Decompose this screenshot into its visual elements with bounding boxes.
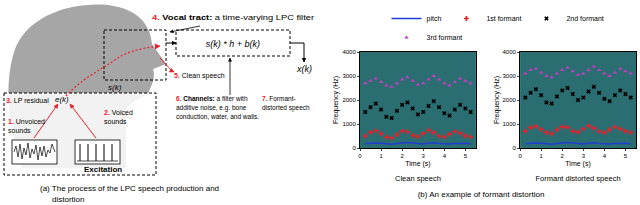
svg-text:conduction, water, and walls.: conduction, water, and walls. [176,113,259,120]
svg-text:5. Clean speech: 5. Clean speech [174,72,225,80]
svg-text:3: 3 [582,153,586,159]
svg-text:3. LP residual: 3. LP residual [6,97,49,104]
svg-text:1: 1 [379,153,383,159]
svg-text:5: 5 [624,153,628,159]
svg-text:0: 0 [518,153,522,159]
svg-text:Formant distorted speech: Formant distorted speech [536,174,621,183]
svg-text:3: 3 [422,153,426,159]
svg-text:5: 5 [464,153,468,159]
svg-text:3rd formant: 3rd formant [427,34,463,41]
svg-text:2000: 2000 [342,97,356,103]
svg-text:Time (s): Time (s) [405,160,430,168]
svg-text:0: 0 [513,145,517,151]
svg-text:1st formant: 1st formant [486,15,521,22]
svg-text:Time (s): Time (s) [565,160,590,168]
svg-text:Clean speech: Clean speech [395,174,441,183]
svg-text:7. Formant-: 7. Formant- [262,95,296,102]
svg-text:(b) An example of formant dist: (b) An example of formant distortion [418,190,545,199]
svg-text:2: 2 [400,153,404,159]
svg-text:3000: 3000 [503,73,517,79]
svg-text:2nd formant: 2nd formant [566,15,603,22]
svg-text:sounds: sounds [104,118,127,125]
svg-text:2000: 2000 [503,97,517,103]
svg-text:4000: 4000 [342,49,356,55]
svg-text:sounds: sounds [8,127,31,134]
svg-text:x(k): x(k) [296,64,312,74]
svg-text:1. Unvoiced: 1. Unvoiced [8,118,45,125]
svg-text:4000: 4000 [503,49,517,55]
svg-text:0: 0 [352,145,356,151]
svg-text:s(k): s(k) [108,83,122,92]
svg-text:distorted speech: distorted speech [262,104,310,112]
svg-text:additive noise, e.g. bone: additive noise, e.g. bone [176,104,247,112]
svg-text:(a) The process of the LPC spe: (a) The process of the LPC speech produc… [40,184,219,193]
svg-text:Frequency (Hz): Frequency (Hz) [493,76,501,124]
svg-text:4: 4 [603,153,607,159]
svg-text:6. Channels: a filter with: 6. Channels: a filter with [176,95,248,102]
svg-text:4. Vocal tract: a time-varying: 4. Vocal tract: a time-varying LPC filte… [152,13,315,22]
svg-text:4: 4 [443,153,447,159]
svg-text:3000: 3000 [342,73,356,79]
svg-text:1000: 1000 [503,121,517,127]
svg-text:2. Voiced: 2. Voiced [104,109,133,116]
svg-text:0: 0 [358,153,362,159]
svg-text:1: 1 [539,153,543,159]
svg-text:s(k) * h + b(k): s(k) * h + b(k) [206,39,260,49]
svg-text:pitch: pitch [427,15,442,23]
svg-text:e(k): e(k) [55,95,69,104]
svg-text:2: 2 [561,153,565,159]
svg-text:Excitation: Excitation [84,165,122,174]
svg-text:Frequency (Hz): Frequency (Hz) [332,76,340,124]
svg-text:1000: 1000 [342,121,356,127]
svg-text:distortion: distortion [52,195,84,204]
